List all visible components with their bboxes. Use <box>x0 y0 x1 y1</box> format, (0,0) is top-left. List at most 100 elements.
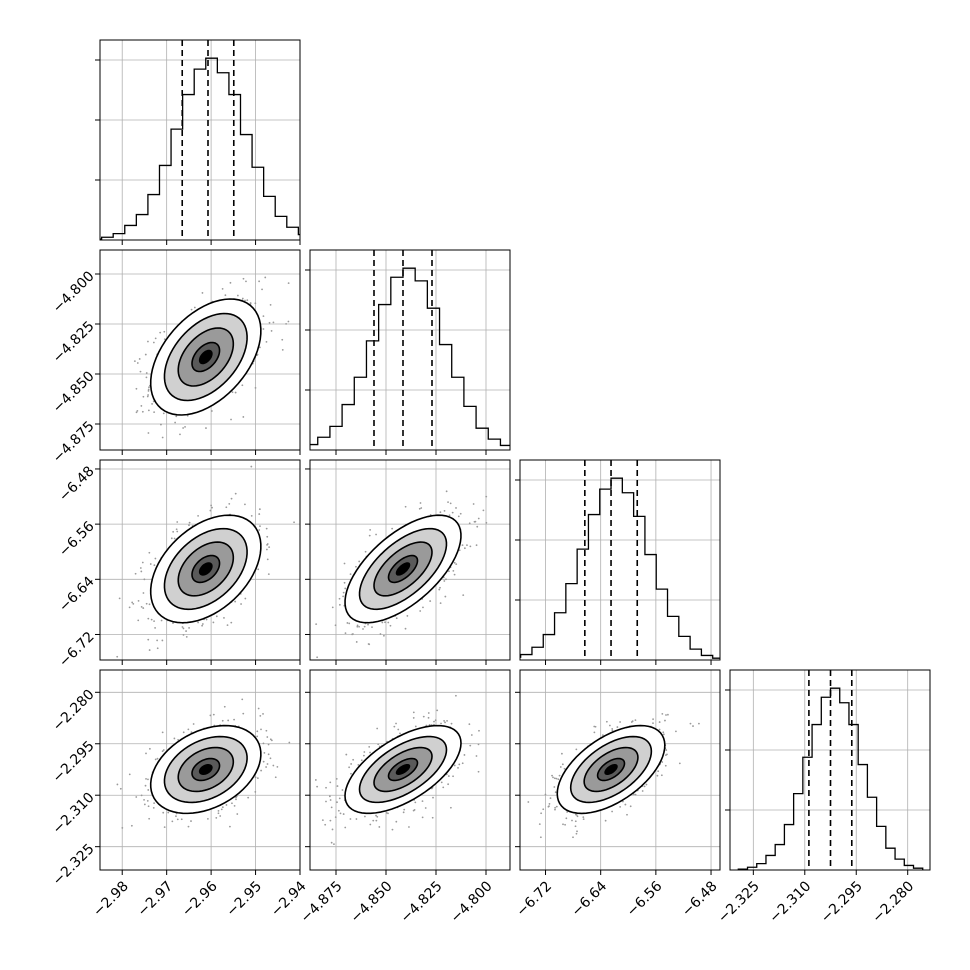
scatter-point <box>201 623 204 625</box>
panel-plot-area <box>100 250 300 487</box>
scatter-point <box>395 617 398 620</box>
scatter-point <box>257 568 260 571</box>
scatter-point <box>652 718 654 721</box>
scatter-point <box>288 741 291 744</box>
scatter-point <box>201 292 204 294</box>
scatter-point <box>395 722 397 725</box>
scatter-point <box>116 655 119 658</box>
scatter-point <box>254 776 257 779</box>
scatter-point <box>148 747 151 750</box>
scatter-panel-3-1: −4.875 −4.850 −4.825 −4.800 <box>298 669 511 926</box>
x-tick-label: −2.295 <box>818 878 866 926</box>
scatter-point <box>345 753 348 756</box>
scatter-point <box>350 772 352 775</box>
scatter-point <box>215 816 218 819</box>
scatter-point <box>190 820 192 822</box>
scatter-point <box>265 527 268 530</box>
scatter-point <box>662 731 665 734</box>
scatter-point <box>162 485 164 487</box>
scatter-point <box>215 615 218 618</box>
scatter-point <box>211 506 213 509</box>
scatter-point <box>266 763 269 765</box>
scatter-point <box>336 785 339 787</box>
scatter-point <box>553 786 556 788</box>
scatter-point <box>632 793 635 796</box>
scatter-point <box>557 778 560 781</box>
scatter-point <box>360 759 363 762</box>
scatter-point <box>176 818 179 821</box>
scatter-point <box>395 820 398 823</box>
scatter-point <box>665 714 667 716</box>
scatter-point <box>242 277 245 280</box>
panel-frame <box>99 459 301 661</box>
scatter-point <box>182 627 185 630</box>
scatter-point <box>527 801 530 803</box>
scatter-point <box>133 360 136 363</box>
scatter-point <box>413 808 416 811</box>
scatter-point <box>414 725 417 728</box>
scatter-point <box>140 794 143 797</box>
scatter-point <box>221 806 224 809</box>
scatter-point <box>135 796 138 798</box>
scatter-point <box>440 722 442 725</box>
scatter-point <box>652 722 654 725</box>
scatter-point <box>172 622 174 625</box>
y-tick-label: −4.875 <box>50 418 98 466</box>
scatter-point <box>406 615 409 617</box>
scatter-point <box>367 623 369 626</box>
scatter-point <box>436 709 439 712</box>
scatter-point <box>555 777 558 780</box>
scatter-point <box>331 828 334 831</box>
contour-line-3 <box>344 514 462 624</box>
scatter-point <box>139 567 142 569</box>
scatter-point <box>147 638 150 641</box>
scatter-point <box>256 777 259 779</box>
scatter-point <box>362 628 364 630</box>
scatter-point <box>667 713 669 716</box>
scatter-point <box>418 507 421 510</box>
scatter-point <box>293 521 295 524</box>
scatter-point <box>334 624 337 627</box>
scatter-point <box>143 578 146 581</box>
scatter-point <box>444 721 446 724</box>
scatter-point <box>265 548 268 551</box>
scatter-point <box>477 770 480 773</box>
scatter-point <box>457 766 459 769</box>
scatter-point <box>268 321 271 324</box>
scatter-point <box>453 764 456 767</box>
contour-line-1 <box>177 746 235 793</box>
scatter-point <box>344 632 347 634</box>
scatter-point <box>145 752 147 755</box>
scatter-point <box>439 602 442 605</box>
contour-line-1 <box>177 541 235 597</box>
scatter-point <box>429 600 432 602</box>
scatter-point <box>268 546 271 549</box>
scatter-point <box>377 743 380 746</box>
scatter-point <box>233 718 235 721</box>
scatter-point <box>146 799 149 802</box>
scatter-point <box>154 557 157 560</box>
density-peak <box>604 763 618 775</box>
scatter-point <box>265 340 268 343</box>
scatter-point <box>329 799 332 801</box>
scatter-point <box>250 465 253 468</box>
scatter-point <box>462 594 465 597</box>
scatter-point <box>148 603 151 606</box>
scatter-point <box>344 587 347 590</box>
scatter-point <box>154 627 156 629</box>
panel-plot-area <box>310 670 510 870</box>
scatter-point <box>593 731 596 734</box>
scatter-point <box>384 621 386 624</box>
scatter-point <box>419 610 422 612</box>
scatter-point <box>188 627 190 629</box>
scatter-point <box>230 497 233 500</box>
scatter-point <box>434 719 437 722</box>
scatter-point <box>544 793 547 796</box>
scatter-point <box>348 622 351 625</box>
scatter-point <box>387 621 390 624</box>
scatter-point <box>433 720 435 723</box>
scatter-point <box>205 427 207 429</box>
scatter-point <box>182 633 185 636</box>
scatter-point <box>341 789 344 791</box>
scatter-point <box>445 578 447 581</box>
